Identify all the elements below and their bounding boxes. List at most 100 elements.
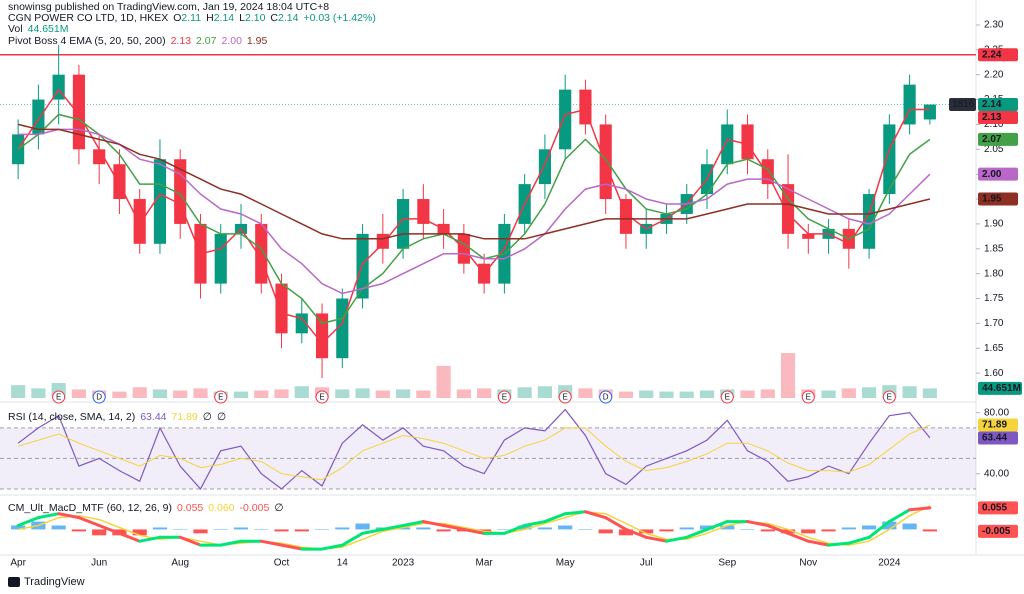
macd-segment	[806, 539, 831, 547]
macd-segment	[523, 520, 547, 527]
histogram-bar	[436, 529, 451, 532]
event-label: E	[887, 393, 892, 402]
legend-item: +0.03 (+1.42%)	[303, 12, 375, 24]
event-badge	[214, 390, 228, 404]
histogram-bar	[254, 529, 269, 530]
histogram-bar	[497, 529, 512, 530]
candle-body	[214, 233, 227, 284]
axis-tag	[978, 501, 1018, 515]
event-badge	[720, 390, 734, 404]
legend-item: O	[173, 12, 181, 24]
histogram-bar	[801, 529, 816, 534]
candle-body	[883, 124, 896, 195]
x-tick-label: Oct	[274, 558, 290, 569]
candle-body	[275, 283, 288, 334]
legend-item: 2.11	[181, 12, 201, 24]
volume-bar	[537, 386, 553, 398]
volume-bar	[902, 386, 917, 398]
macd-segment	[320, 543, 344, 551]
event-label: E	[725, 393, 730, 402]
countdown-tag	[949, 98, 976, 112]
histogram-bar	[598, 529, 613, 534]
axis-tag-label: 1.95	[982, 194, 1002, 205]
axis-tag-label: 2.13	[982, 112, 1002, 123]
macd-segment	[381, 524, 405, 531]
macd-segment	[867, 520, 891, 539]
macd-segment	[644, 535, 668, 543]
axis-tag-label: 2.14	[982, 99, 1002, 110]
volume-bar	[618, 391, 634, 398]
brand-logo	[8, 577, 20, 587]
legend-item: 2.00	[221, 35, 242, 47]
histogram-bar	[355, 523, 370, 530]
macd-segment	[786, 531, 810, 543]
volume-bar	[193, 388, 208, 398]
candle-body	[781, 184, 795, 234]
volume-bar	[922, 388, 937, 398]
histogram-bar	[618, 529, 634, 536]
y-tick-label: 80.00	[984, 407, 1009, 418]
axis-tag-label: 71.89	[982, 420, 1007, 431]
legend: RSI (14, close, SMA, 14, 2) 63.44 71.89 ∅ ∅	[8, 411, 226, 423]
event-label: E	[56, 393, 61, 402]
legend: CGN POWER CO LTD, 1D, HKEX O2.11 H2.14 L2.1…	[8, 12, 376, 24]
histogram-bar	[882, 521, 897, 530]
event-badge	[52, 390, 66, 404]
histogram-bar	[314, 529, 330, 530]
axis-tag	[978, 524, 1018, 538]
macd-segment	[502, 524, 527, 535]
rsi-line	[17, 408, 931, 490]
volume-bar	[477, 388, 492, 398]
macd-segment	[36, 512, 61, 520]
macd-segment	[685, 527, 709, 539]
candle-body	[599, 124, 612, 200]
legend-item: CM_Ult_MacD_MTF (60, 12, 26, 9)	[8, 502, 172, 514]
candle-body	[863, 194, 876, 249]
volume-bar	[112, 391, 127, 398]
candle-body	[153, 159, 167, 244]
macd-segment	[462, 527, 486, 535]
macd-segment	[97, 524, 121, 535]
x-tick-label: Nov	[799, 558, 817, 569]
event-badge	[497, 390, 511, 404]
event-label: D	[96, 393, 102, 402]
macd-segment	[280, 543, 304, 551]
histogram-bar	[193, 529, 208, 534]
candle-body	[356, 233, 369, 299]
legend-item: ∅	[217, 411, 226, 423]
volume-bar	[760, 389, 775, 398]
x-tick-label: Apr	[10, 558, 26, 569]
legend-item: CGN POWER CO LTD, 1D, HKEX	[8, 12, 168, 24]
axis-tag	[978, 431, 1018, 445]
axis-tag	[978, 132, 1018, 146]
histogram-bar	[861, 525, 877, 530]
axis-tag-label: 44.651M	[982, 383, 1021, 394]
event-label: E	[319, 393, 324, 402]
legend-item: 71.89	[172, 411, 198, 423]
volume-bar	[274, 389, 289, 398]
histogram-bar	[841, 527, 856, 530]
brand: TradingView	[8, 576, 85, 588]
histogram-bar	[922, 529, 937, 532]
legend-item: H	[206, 12, 214, 24]
macd-segment	[705, 520, 729, 531]
candle-body	[72, 74, 85, 150]
histogram-bar	[558, 525, 573, 530]
candle-body	[559, 89, 572, 150]
histogram-bar	[679, 527, 694, 530]
volume-bar	[416, 390, 431, 398]
y-tick-label: 1.85	[984, 243, 1004, 254]
event-badge	[801, 390, 815, 404]
candle-body	[417, 199, 430, 224]
y-tick-label: 1.80	[984, 268, 1004, 279]
event-badge	[92, 390, 106, 404]
candle-body	[741, 124, 754, 160]
legend-item: L	[239, 12, 245, 24]
x-tick-label: 2024	[878, 558, 901, 569]
volume-bar	[173, 390, 188, 398]
legend-item: 2.10	[245, 12, 266, 24]
macd-segment	[543, 512, 567, 524]
y-tick-label: 2.10	[984, 119, 1004, 130]
histogram-bar	[720, 525, 735, 530]
